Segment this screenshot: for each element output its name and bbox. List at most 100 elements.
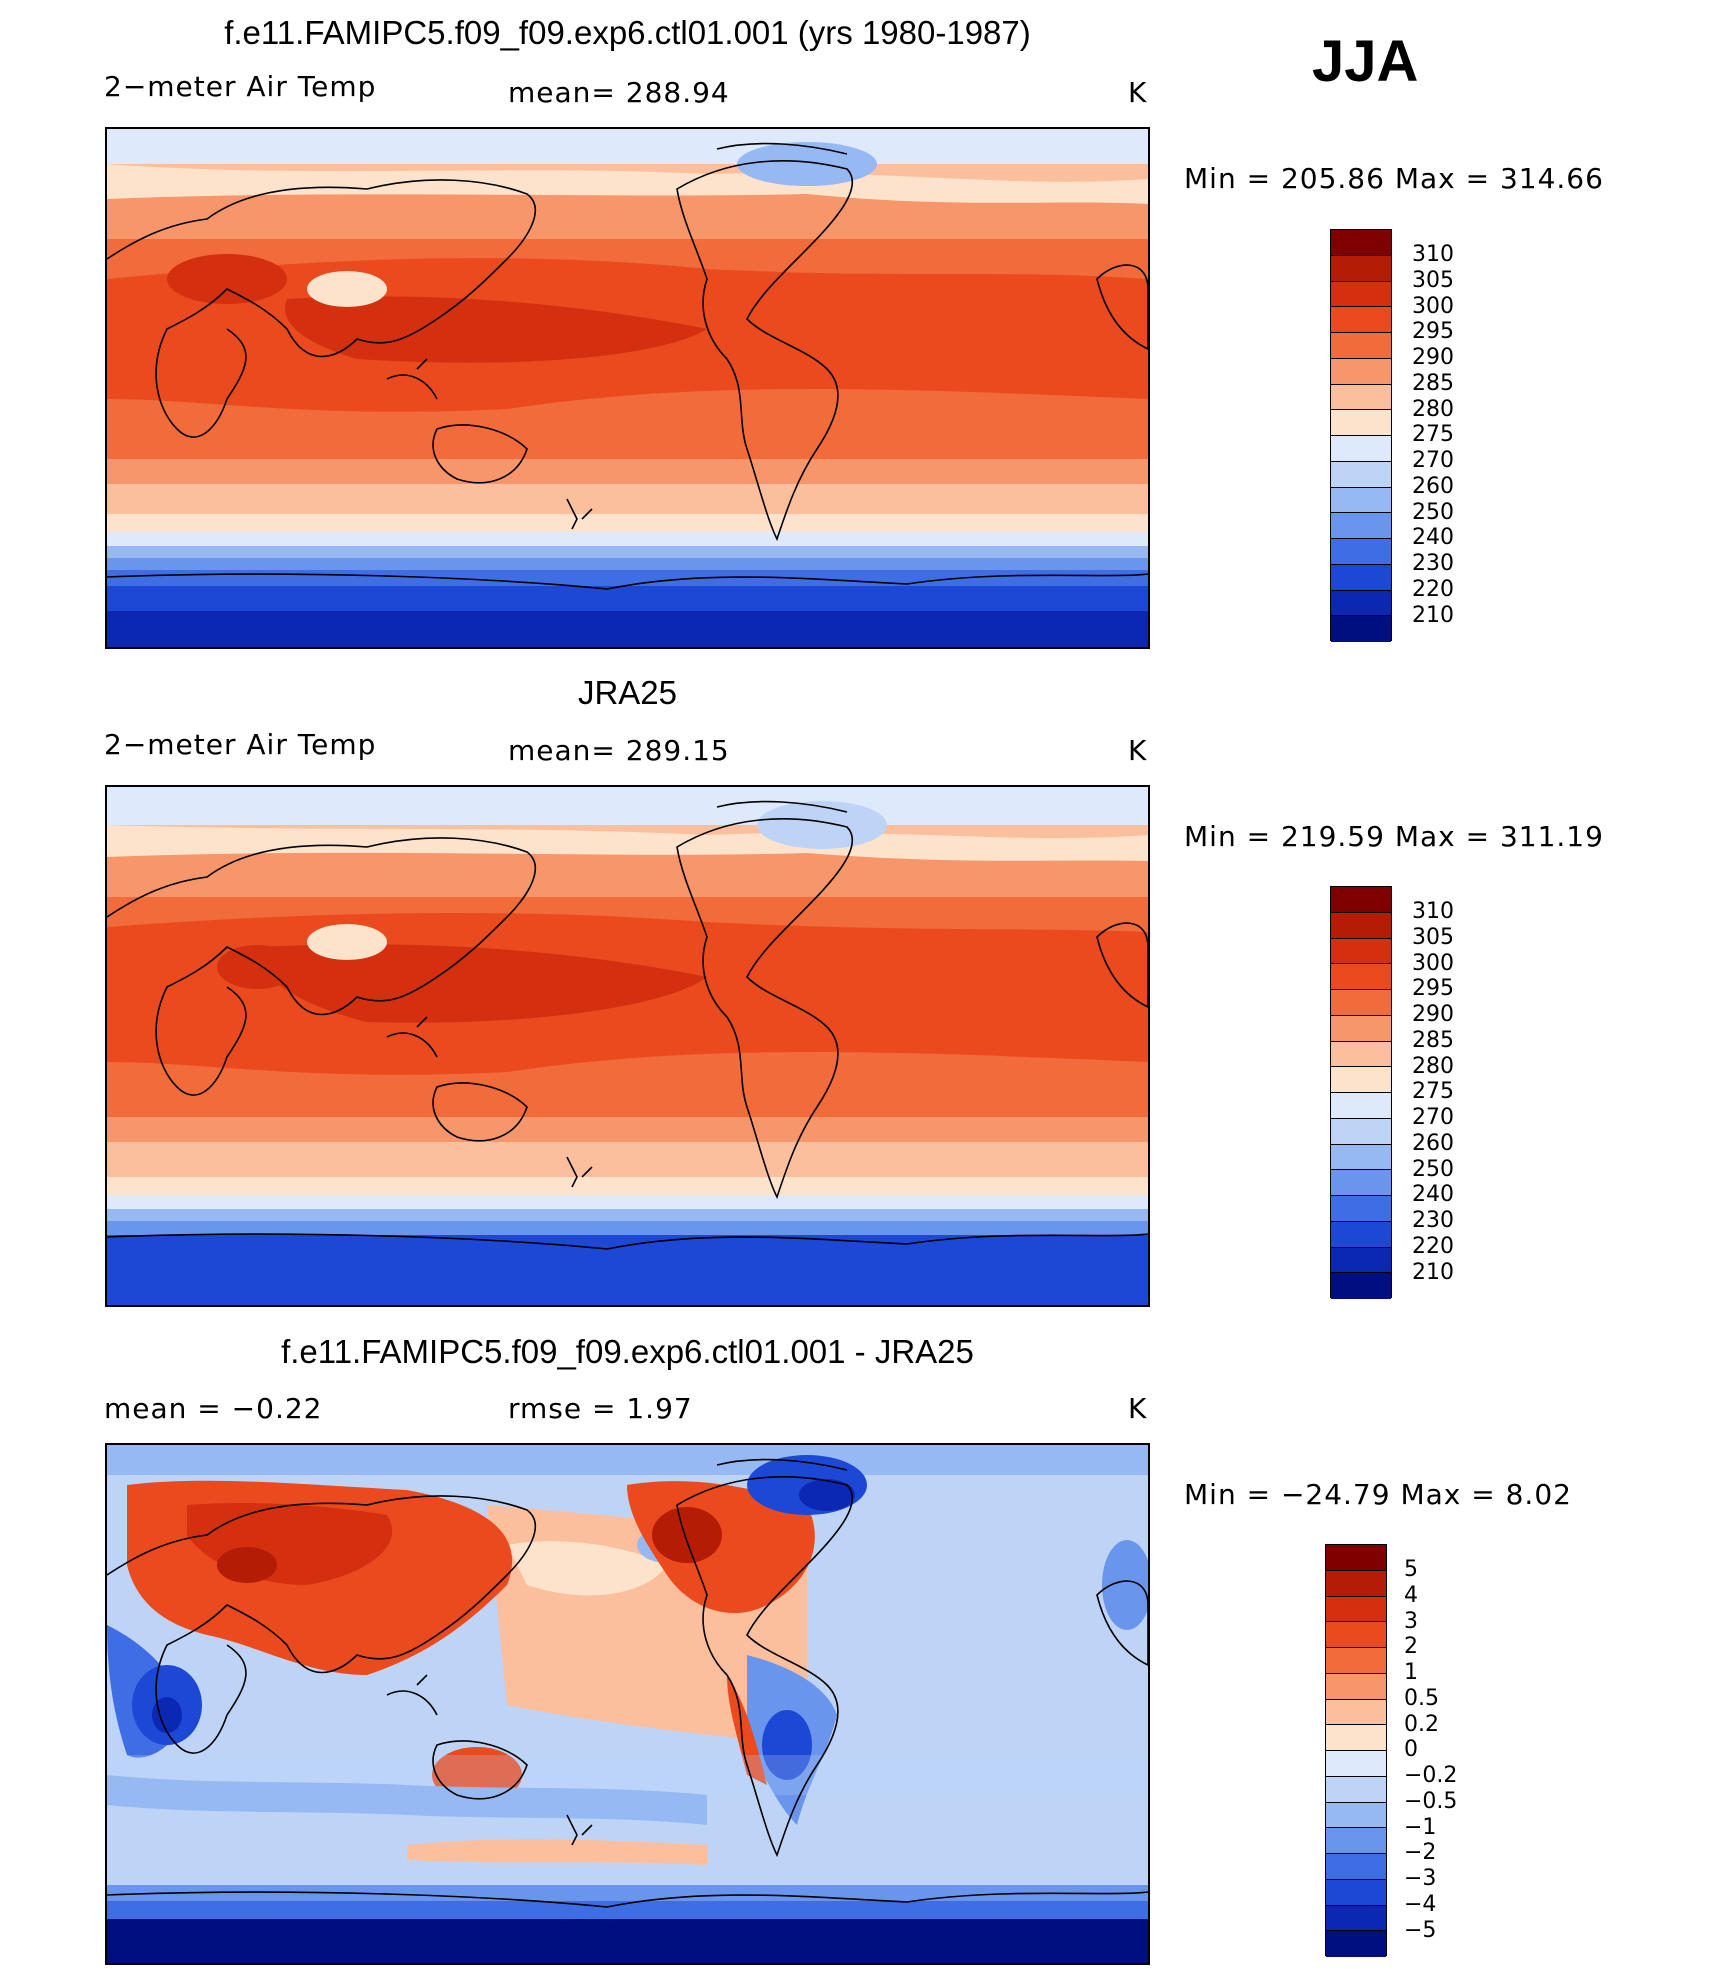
colorbar-3-swatch: [1326, 1879, 1386, 1906]
colorbar-3-swatch: [1326, 1854, 1386, 1880]
panel-3-colorbar: [1325, 1544, 1387, 1957]
colorbar-2-tick-label: 230: [1412, 1208, 1454, 1233]
colorbar-1-tick-label: 295: [1412, 319, 1454, 344]
colorbar-1-swatch: [1331, 307, 1391, 333]
colorbar-2-tick-label: 210: [1412, 1260, 1454, 1285]
colorbar-3-tick-label: −1: [1404, 1815, 1437, 1840]
colorbar-3-tick-label: −4: [1404, 1892, 1437, 1917]
colorbar-1-tick-label: 300: [1412, 294, 1454, 319]
colorbar-2-swatch: [1331, 1093, 1391, 1119]
colorbar-2-tick-label: 310: [1412, 899, 1454, 924]
colorbar-2-swatch: [1331, 887, 1391, 913]
colorbar-1-swatch: [1331, 436, 1391, 462]
colorbar-2-swatch: [1331, 1273, 1391, 1299]
colorbar-1-swatch: [1331, 539, 1391, 565]
panel-1-temperature-map: [105, 127, 1150, 649]
colorbar-3-swatch: [1326, 1931, 1386, 1957]
colorbar-3-tick-label: −0.5: [1404, 1789, 1458, 1814]
panel-3-units-label: K: [1128, 1392, 1148, 1425]
colorbar-2-tick-label: 260: [1412, 1131, 1454, 1156]
colorbar-3-swatch: [1326, 1596, 1386, 1623]
colorbar-2-tick-label: 305: [1412, 925, 1454, 950]
colorbar-1-swatch: [1331, 410, 1391, 436]
colorbar-3-swatch: [1326, 1570, 1386, 1597]
colorbar-1-swatch: [1331, 333, 1391, 359]
panel-1-variable-label: 2−meter Air Temp: [104, 70, 377, 103]
colorbar-3-swatch: [1326, 1622, 1386, 1648]
panel-1-units-label: K: [1128, 76, 1148, 109]
colorbar-3-tick-label: 3: [1404, 1609, 1418, 1634]
colorbar-1-tick-label: 290: [1412, 345, 1454, 370]
colorbar-2-swatch: [1331, 1015, 1391, 1042]
colorbar-1-tick-label: 280: [1412, 397, 1454, 422]
colorbar-2-swatch: [1331, 964, 1391, 990]
panel-3-mean-label: mean = −0.22: [104, 1392, 323, 1425]
colorbar-2-tick-label: 275: [1412, 1079, 1454, 1104]
colorbar-1-tick-label: 240: [1412, 525, 1454, 550]
colorbar-1-tick-label: 230: [1412, 551, 1454, 576]
colorbar-3-tick-label: −5: [1404, 1918, 1437, 1943]
colorbar-1-swatch: [1331, 358, 1391, 385]
colorbar-1-swatch: [1331, 461, 1391, 488]
panel-1-colorbar: [1330, 229, 1392, 642]
colorbar-2-swatch: [1331, 1196, 1391, 1222]
colorbar-2-tick-label: 220: [1412, 1234, 1454, 1259]
colorbar-1-swatch: [1331, 616, 1391, 642]
colorbar-1-swatch: [1331, 564, 1391, 591]
colorbar-1-tick-label: 305: [1412, 268, 1454, 293]
colorbar-2-swatch: [1331, 990, 1391, 1016]
panel-3-title: f.e11.FAMIPC5.f09_f09.exp6.ctl01.001 - J…: [281, 1333, 974, 1370]
colorbar-3-swatch: [1326, 1545, 1386, 1571]
colorbar-3-tick-label: −2: [1404, 1840, 1437, 1865]
colorbar-3-swatch: [1326, 1802, 1386, 1829]
panel-1-mean-label: mean= 288.94: [508, 76, 730, 109]
colorbar-1-tick-label: 270: [1412, 448, 1454, 473]
colorbar-2-swatch: [1331, 1247, 1391, 1274]
colorbar-2-swatch: [1331, 1067, 1391, 1093]
colorbar-3-swatch: [1326, 1905, 1386, 1932]
colorbar-2-tick-label: 295: [1412, 976, 1454, 1001]
colorbar-2-tick-label: 290: [1412, 1002, 1454, 1027]
panel-1-title: f.e11.FAMIPC5.f09_f09.exp6.ctl01.001 (yr…: [224, 14, 1031, 51]
colorbar-3-tick-label: 1: [1404, 1660, 1418, 1685]
colorbar-3-tick-label: −0.2: [1404, 1763, 1458, 1788]
panel-2-title: JRA25: [577, 674, 678, 711]
season-label: JJA: [1312, 29, 1419, 94]
colorbar-2-swatch: [1331, 938, 1391, 965]
colorbar-1-swatch: [1331, 384, 1391, 411]
colorbar-3-swatch: [1326, 1751, 1386, 1777]
colorbar-3-tick-label: 0.5: [1404, 1686, 1439, 1711]
colorbar-3-swatch: [1326, 1673, 1386, 1700]
colorbar-2-swatch: [1331, 912, 1391, 939]
colorbar-1-swatch: [1331, 590, 1391, 617]
colorbar-1-tick-label: 250: [1412, 500, 1454, 525]
colorbar-3-swatch: [1326, 1648, 1386, 1674]
colorbar-2-tick-label: 300: [1412, 951, 1454, 976]
panel-2-colorbar: [1330, 886, 1392, 1299]
panel-3-rmse-label: rmse = 1.97: [508, 1392, 693, 1425]
colorbar-2-tick-label: 285: [1412, 1028, 1454, 1053]
colorbar-2-swatch: [1331, 1221, 1391, 1248]
colorbar-3-tick-label: 0.2: [1404, 1712, 1439, 1737]
colorbar-1-swatch: [1331, 255, 1391, 282]
colorbar-1-tick-label: 275: [1412, 422, 1454, 447]
panel-3-difference-map: [105, 1443, 1150, 1965]
colorbar-3-tick-label: 4: [1404, 1583, 1418, 1608]
colorbar-3-tick-label: −3: [1404, 1866, 1437, 1891]
colorbar-1-tick-label: 220: [1412, 577, 1454, 602]
panel-2-mean-label: mean= 289.15: [508, 734, 730, 767]
colorbar-1-swatch: [1331, 487, 1391, 514]
colorbar-3-swatch: [1326, 1776, 1386, 1803]
colorbar-1-swatch: [1331, 230, 1391, 256]
colorbar-1-swatch: [1331, 281, 1391, 308]
colorbar-1-tick-label: 310: [1412, 242, 1454, 267]
colorbar-1-tick-label: 210: [1412, 603, 1454, 628]
colorbar-1-swatch: [1331, 513, 1391, 539]
colorbar-3-tick-label: 2: [1404, 1634, 1418, 1659]
panel-2-variable-label: 2−meter Air Temp: [104, 728, 377, 761]
colorbar-3-swatch: [1326, 1699, 1386, 1726]
colorbar-2-swatch: [1331, 1144, 1391, 1171]
colorbar-1-tick-label: 285: [1412, 371, 1454, 396]
colorbar-2-tick-label: 250: [1412, 1157, 1454, 1182]
colorbar-2-tick-label: 270: [1412, 1105, 1454, 1130]
